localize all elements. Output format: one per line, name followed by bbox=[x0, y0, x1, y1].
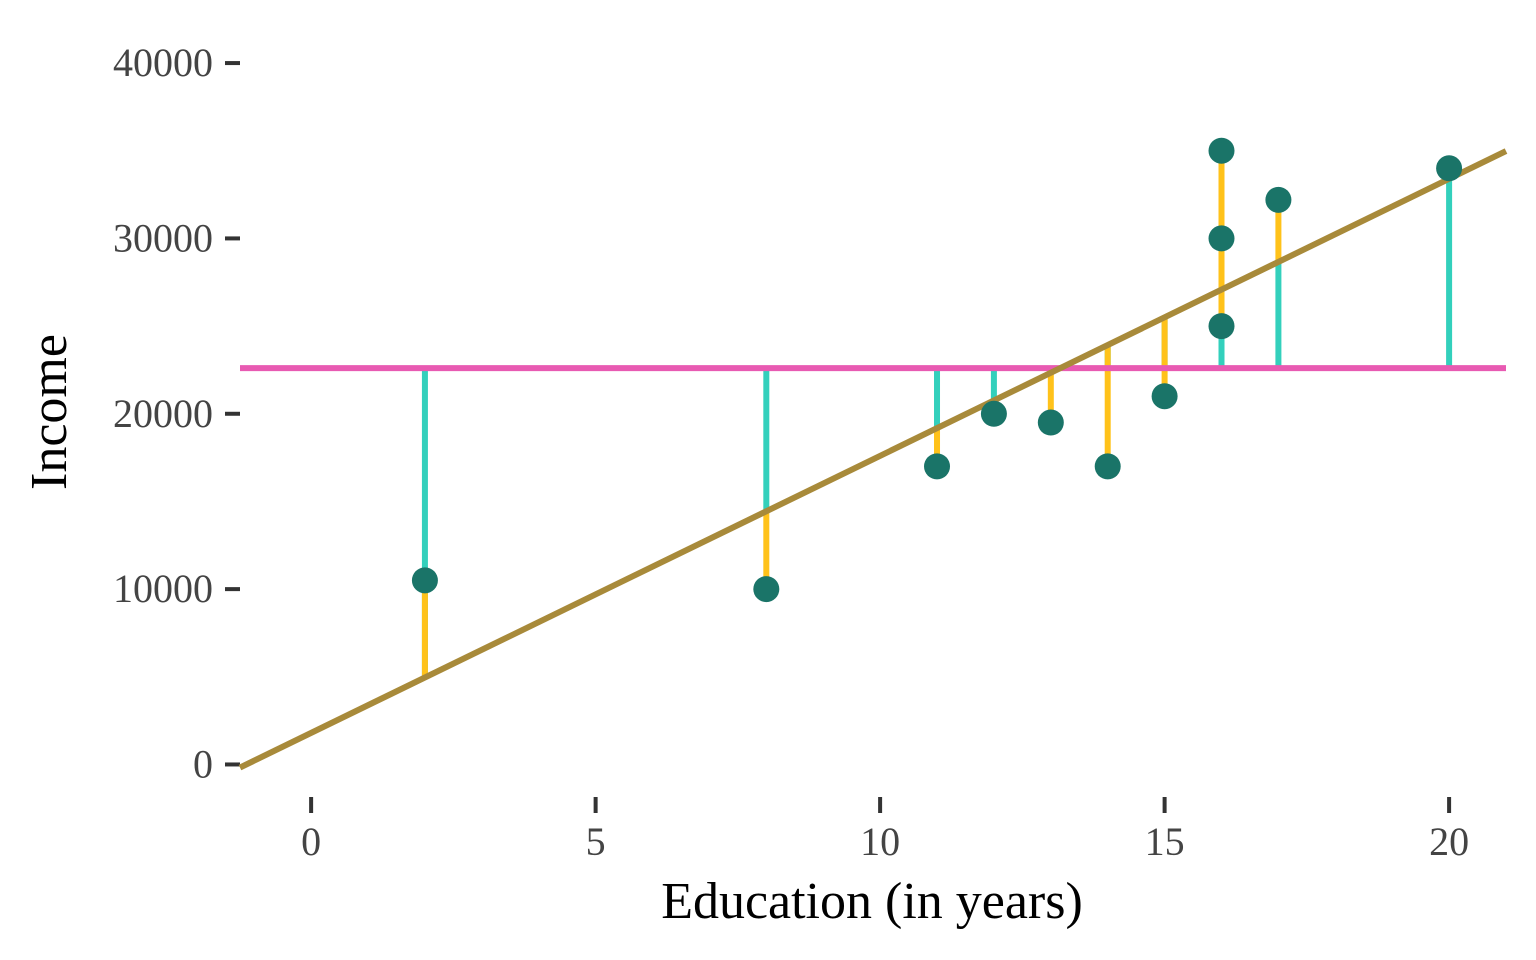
y-tick-label: 40000 bbox=[113, 40, 213, 85]
x-tick-label: 20 bbox=[1429, 819, 1469, 864]
data-points bbox=[411, 137, 1463, 603]
y-axis-title: Income bbox=[21, 334, 78, 490]
y-tick-label: 30000 bbox=[113, 215, 213, 260]
x-axis-title: Education (in years) bbox=[661, 873, 1083, 930]
y-tick-label: 20000 bbox=[113, 391, 213, 436]
data-point bbox=[1037, 409, 1064, 436]
data-point bbox=[1151, 383, 1178, 410]
axis-ticks: 0 10000 20000 30000 40000 0 5 10 15 20 bbox=[113, 40, 1469, 864]
data-point bbox=[1208, 225, 1235, 252]
data-point bbox=[411, 567, 438, 594]
residual-segments bbox=[421, 150, 1453, 678]
regression-line bbox=[238, 148, 1508, 771]
data-point bbox=[1208, 137, 1235, 164]
y-tick-label: 0 bbox=[193, 741, 213, 786]
data-point bbox=[924, 453, 951, 480]
y-tick-label: 10000 bbox=[113, 566, 213, 611]
x-tick-label: 5 bbox=[586, 819, 606, 864]
data-point bbox=[1094, 453, 1121, 480]
data-point bbox=[1208, 313, 1235, 340]
reference-lines bbox=[238, 148, 1508, 771]
x-tick-label: 15 bbox=[1145, 819, 1185, 864]
x-tick-label: 10 bbox=[860, 819, 900, 864]
data-point bbox=[1436, 155, 1463, 182]
data-point bbox=[753, 576, 780, 603]
data-point bbox=[1265, 186, 1292, 213]
data-point bbox=[980, 400, 1007, 427]
x-tick-label: 0 bbox=[301, 819, 321, 864]
